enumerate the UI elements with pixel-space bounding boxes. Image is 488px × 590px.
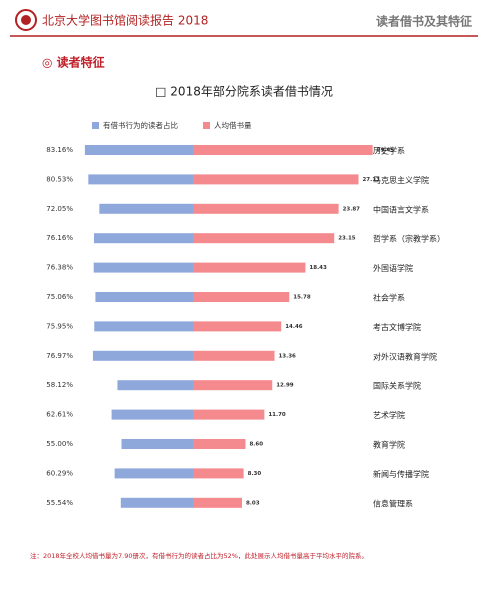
bar-left	[111, 409, 193, 420]
legend-swatch	[203, 122, 210, 129]
legend-label: 人均借书量	[214, 120, 252, 130]
bar-right	[193, 439, 246, 449]
value-label: 62.61%	[46, 411, 73, 419]
category-label: 国际关系学院	[373, 381, 421, 391]
value-label: 23.15	[338, 236, 356, 242]
value-label: 18.43	[309, 265, 327, 271]
value-label: 14.46	[285, 324, 303, 330]
category-label: 中国语言文学系	[373, 204, 429, 214]
bar-right	[193, 262, 306, 273]
value-label: 72.05%	[46, 205, 73, 213]
subsection: ◎ 读者特征	[42, 55, 105, 70]
bar-right	[193, 468, 244, 479]
value-label: 8.03	[246, 500, 260, 506]
bar-left	[93, 233, 193, 244]
bar-right	[193, 233, 335, 244]
value-label: 12.99	[276, 383, 294, 389]
bar-right	[193, 380, 273, 391]
value-label: 8.60	[249, 442, 263, 448]
bar-right	[193, 145, 373, 155]
value-label: 58.12%	[46, 381, 73, 389]
category-label: 信息管理系	[373, 498, 413, 508]
bar-right	[193, 292, 290, 302]
value-label: 11.70	[268, 412, 286, 418]
value-label: 55.54%	[46, 499, 73, 507]
bar-right	[193, 174, 359, 185]
value-label: 76.38%	[46, 264, 73, 272]
value-label: 75.06%	[46, 293, 73, 301]
value-label: 55.00%	[46, 440, 73, 448]
bar-left	[121, 439, 193, 449]
header-section: 读者借书及其特征	[376, 14, 472, 29]
category-label: 外国语学院	[373, 263, 413, 273]
bar-left	[88, 174, 193, 185]
bar-left	[93, 262, 193, 273]
bar-left	[94, 321, 193, 332]
value-label: 80.53%	[46, 175, 73, 183]
value-label: 29.45	[377, 148, 395, 154]
bar-left	[95, 292, 193, 302]
value-label: 76.97%	[46, 352, 73, 360]
legend-label: 有借书行为的读者占比	[103, 120, 178, 130]
footnote: 注：2018年全校人均借书量为7.90册次，有借书行为的读者占比为52%，此处展…	[30, 551, 368, 560]
value-label: 60.29%	[46, 469, 73, 477]
bar-left	[84, 145, 193, 155]
logo-inner	[21, 15, 31, 25]
value-label: 76.16%	[46, 234, 73, 242]
bar-right	[193, 321, 282, 332]
value-label: 13.36	[278, 353, 296, 359]
category-label: 社会学系	[373, 293, 405, 303]
bar-right	[193, 350, 275, 361]
category-label: 教育学院	[373, 440, 405, 450]
bar-left	[114, 468, 193, 479]
category-label: 考古文博学院	[373, 322, 421, 332]
category-label: 哲学系（宗教学系）	[373, 234, 445, 244]
value-label: 75.95%	[46, 322, 73, 330]
bar-right	[193, 497, 242, 508]
value-label: 23.87	[343, 206, 361, 212]
value-label: 15.78	[293, 295, 311, 301]
category-label: 艺术学院	[373, 410, 405, 420]
bar-right	[193, 409, 265, 420]
legend-swatch	[92, 122, 99, 129]
value-label: 27.13	[362, 177, 380, 183]
category-label: 新闻与传播学院	[373, 469, 429, 479]
value-label: 83.16%	[46, 146, 73, 154]
bar-left	[117, 380, 193, 391]
bar-right	[193, 203, 339, 214]
chart-title: □ 2018年部分院系读者借书情况	[155, 84, 333, 99]
bar-left	[120, 497, 193, 508]
category-label: 历史学系	[373, 146, 405, 156]
logo	[15, 9, 37, 31]
bar-left	[99, 203, 193, 214]
bar-left	[92, 350, 193, 361]
header-title: 北京大学图书馆阅读报告 2018	[42, 13, 208, 28]
category-label: 马克思主义学院	[373, 175, 429, 185]
value-label: 8.30	[248, 471, 262, 477]
category-label: 对外汉语教育学院	[373, 351, 437, 361]
